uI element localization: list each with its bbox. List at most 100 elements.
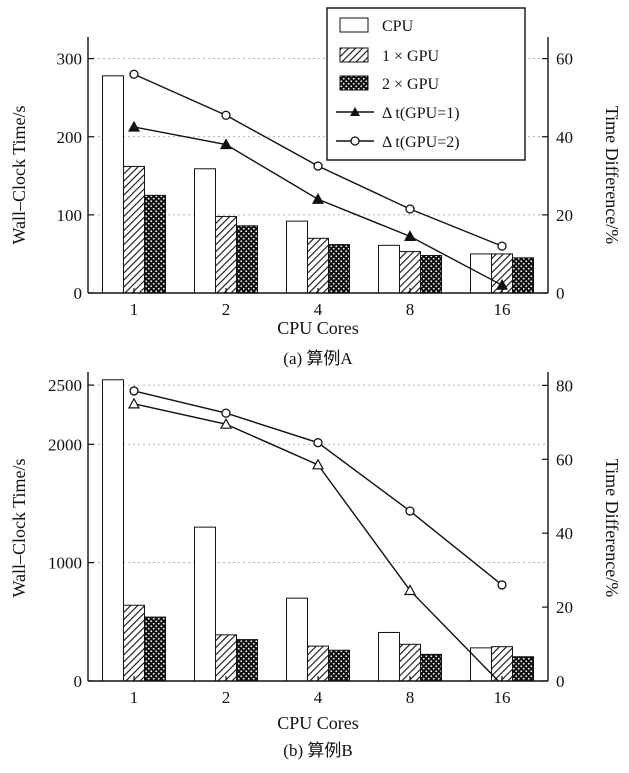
bar-1gpu <box>491 646 513 682</box>
point-dt-gpu1 <box>127 120 141 132</box>
y-tick-label-right: 40 <box>556 128 573 147</box>
y-tick-label-right: 0 <box>556 672 565 691</box>
x-tick-label: 2 <box>222 688 231 707</box>
panel-b-ylabel-right: Time Difference/% <box>602 459 622 597</box>
bar-2gpu <box>144 616 166 682</box>
bar-2gpu <box>144 194 166 294</box>
legend-item-1gpu: 1 × GPU <box>339 47 439 65</box>
panel-a-xlabel: CPU Cores <box>277 318 359 338</box>
y-tick-label-right: 0 <box>556 284 565 303</box>
bar-cpu <box>470 647 492 682</box>
legend-item-2gpu: 2 × GPU <box>339 75 439 93</box>
panel-b-ylabel-left: Wall–Clock Time/s <box>9 458 29 597</box>
bar-cpu <box>102 379 124 682</box>
point-dt-gpu1 <box>403 584 417 596</box>
legend-label-1gpu: 1 × GPU <box>382 48 439 65</box>
legend-label-dt-gpu1: Δ t(GPU=1) <box>382 105 460 122</box>
bar-1gpu <box>215 215 237 294</box>
panel-a-caption: (a) 算例A <box>283 349 353 368</box>
bar-2gpu <box>420 653 442 682</box>
point-dt-gpu2 <box>129 386 139 396</box>
x-tick-label: 8 <box>406 300 415 319</box>
y-tick-label-right: 80 <box>556 376 573 395</box>
y-tick-label-right: 60 <box>556 450 573 469</box>
point-dt-gpu2 <box>497 580 507 590</box>
bar-2gpu <box>236 639 258 682</box>
bar-1gpu <box>215 634 237 682</box>
bar-1gpu <box>307 645 329 682</box>
x-tick-label: 2 <box>222 300 231 319</box>
point-dt-gpu2 <box>313 161 323 171</box>
bar-cpu <box>194 168 216 294</box>
panel-b-xlabel: CPU Cores <box>277 713 359 733</box>
x-tick-label: 8 <box>406 688 415 707</box>
bar-cpu <box>378 631 400 682</box>
bar-cpu <box>194 526 216 682</box>
point-dt-gpu2 <box>405 506 415 516</box>
bar-cpu <box>286 220 308 294</box>
bar-cpu <box>102 75 124 294</box>
bar-1gpu <box>399 643 421 682</box>
point-dt-gpu1 <box>311 458 325 470</box>
bar-2gpu <box>328 244 350 294</box>
bar-2gpu <box>328 649 350 682</box>
point-dt-gpu1 <box>403 230 417 241</box>
y-tick-label-left: 100 <box>57 206 83 225</box>
point-dt-gpu2 <box>129 69 139 79</box>
x-tick-label: 4 <box>314 688 323 707</box>
x-tick-label: 1 <box>130 688 139 707</box>
legend-swatch-1gpu <box>339 47 369 63</box>
y-tick-label-left: 300 <box>57 50 83 69</box>
legend: CPU 1 × GPU 2 × GPU Δ t(GPU=1) Δ t(GPU=2… <box>326 7 526 161</box>
bar-1gpu <box>123 165 145 294</box>
bar-cpu <box>378 244 400 294</box>
x-tick-label: 16 <box>494 300 511 319</box>
bar-cpu <box>286 597 308 682</box>
y-tick-label-left: 2500 <box>48 376 82 395</box>
point-dt-gpu2 <box>221 110 231 120</box>
y-tick-label-left: 1000 <box>48 554 82 573</box>
point-dt-gpu1 <box>127 397 141 409</box>
panel-b-caption: (b) 算例B <box>283 741 352 760</box>
bar-2gpu <box>236 225 258 294</box>
panel-a-ylabel-right: Time Difference/% <box>602 106 622 244</box>
point-dt-gpu2 <box>497 241 507 251</box>
y-tick-label-right: 40 <box>556 524 573 543</box>
bar-2gpu <box>512 257 534 294</box>
point-dt-gpu2 <box>313 438 323 448</box>
panel-a: 0 100 200 300 0 20 40 60 1 2 4 8 16 (a) 算例A CPU Core… <box>9 7 622 368</box>
panel-b: 0 1000 2000 2500 0 20 40 60 80 1 2 4 8 16 (b) 算例B CPU… <box>9 372 622 760</box>
y-tick-label-left: 2000 <box>48 435 82 454</box>
bar-2gpu <box>512 656 534 682</box>
bar-1gpu <box>123 604 145 682</box>
legend-label-2gpu: 2 × GPU <box>382 76 439 93</box>
y-tick-label-right: 20 <box>556 598 573 617</box>
legend-item-cpu: CPU <box>339 17 414 35</box>
point-dt-gpu1 <box>219 417 233 429</box>
panel-a-ylabel-left: Wall–Clock Time/s <box>9 105 29 244</box>
legend-marker-dt-gpu2 <box>350 136 360 146</box>
point-dt-gpu1 <box>219 138 233 150</box>
point-dt-gpu2 <box>221 408 231 418</box>
y-tick-label-left: 0 <box>74 672 83 691</box>
x-tick-label: 4 <box>314 300 323 319</box>
bar-1gpu <box>307 237 329 294</box>
legend-label-dt-gpu2: Δ t(GPU=2) <box>382 134 460 151</box>
legend-item-dt-gpu2: Δ t(GPU=2) <box>336 134 460 151</box>
y-tick-label-left: 200 <box>57 128 83 147</box>
bar-1gpu <box>399 251 421 294</box>
y-tick-label-right: 20 <box>556 206 573 225</box>
y-tick-label-left: 0 <box>74 284 83 303</box>
legend-item-dt-gpu1: Δ t(GPU=1) <box>336 105 460 122</box>
bar-2gpu <box>420 255 442 294</box>
line-dt-gpu2 <box>133 390 503 586</box>
point-dt-gpu2 <box>405 204 415 214</box>
x-tick-label: 16 <box>494 688 511 707</box>
y-tick-label-right: 60 <box>556 50 573 69</box>
legend-swatch-2gpu <box>339 75 369 91</box>
legend-swatch-cpu <box>339 17 369 33</box>
x-tick-label: 1 <box>130 300 139 319</box>
legend-label-cpu: CPU <box>382 18 414 35</box>
point-dt-gpu1 <box>311 193 325 204</box>
